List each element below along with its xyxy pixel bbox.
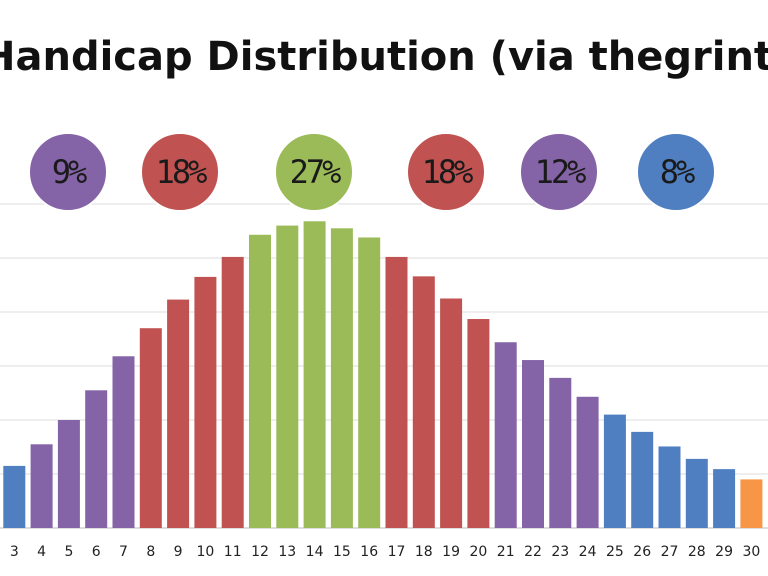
bar-25 <box>603 414 626 528</box>
bubble-label: 12% <box>535 153 587 191</box>
bar-5 <box>57 420 80 528</box>
x-tick-27: 27 <box>661 544 679 560</box>
x-tick-24: 24 <box>579 544 597 560</box>
bubble-6: 8% <box>636 132 716 212</box>
bar-13 <box>276 225 299 528</box>
bubble-circle <box>406 132 486 212</box>
x-tick-26: 26 <box>633 544 651 560</box>
bubble-circle <box>28 132 108 212</box>
bar-29 <box>713 469 736 528</box>
bar-15 <box>330 228 353 529</box>
bar-20 <box>467 319 490 528</box>
x-tick-9: 9 <box>174 544 183 560</box>
bar-10 <box>194 276 217 528</box>
bubble-label: 9% <box>52 153 87 191</box>
bar-3 <box>3 465 26 528</box>
x-tick-22: 22 <box>524 544 542 560</box>
x-tick-12: 12 <box>251 544 269 560</box>
x-tick-20: 20 <box>469 544 487 560</box>
x-tick-5: 5 <box>64 544 73 560</box>
bar-27 <box>658 446 681 528</box>
bubble-circle <box>519 132 599 212</box>
bar-7 <box>112 356 135 528</box>
bar-11 <box>221 256 244 528</box>
x-tick-29: 29 <box>715 544 733 560</box>
bar-12 <box>249 234 271 528</box>
bar-30 <box>740 479 763 528</box>
x-tick-8: 8 <box>146 544 155 560</box>
bar-23 <box>549 377 572 528</box>
bar-8 <box>139 328 162 528</box>
bar-21 <box>494 342 517 528</box>
x-tick-16: 16 <box>360 544 378 560</box>
percentage-bubbles: 9% 18% 27% 18% 12% 8% <box>28 132 716 212</box>
bubble-label: 18% <box>422 153 474 191</box>
x-tick-18: 18 <box>415 544 433 560</box>
bubble-5: 12% <box>519 132 599 212</box>
x-tick-3: 3 <box>10 544 19 560</box>
bar-17 <box>385 256 408 528</box>
bar-4 <box>30 444 53 528</box>
bubble-circle <box>140 132 220 212</box>
bar-28 <box>685 458 708 528</box>
bar-16 <box>358 237 381 529</box>
x-tick-14: 14 <box>306 544 324 560</box>
bubble-label: 18% <box>156 153 208 191</box>
bubble-2: 18% <box>140 132 220 212</box>
x-tick-23: 23 <box>551 544 569 560</box>
x-tick-25: 25 <box>606 544 624 560</box>
bar-24 <box>576 396 599 528</box>
chart-title: Handicap Distribution (via thegrint <box>0 34 768 80</box>
x-tick-11: 11 <box>224 544 242 560</box>
bars <box>3 221 763 529</box>
bubble-circle <box>274 132 354 212</box>
x-tick-17: 17 <box>388 544 406 560</box>
x-tick-7: 7 <box>119 544 128 560</box>
x-tick-6: 6 <box>92 544 101 560</box>
x-tick-15: 15 <box>333 544 351 560</box>
bubble-label: 27% <box>290 153 342 191</box>
bar-22 <box>522 360 544 528</box>
bubble-circle <box>636 132 716 212</box>
x-tick-10: 10 <box>196 544 214 560</box>
x-tick-21: 21 <box>497 544 515 560</box>
x-tick-13: 13 <box>278 544 296 560</box>
bar-18 <box>412 276 435 528</box>
bubble-1: 9% <box>28 132 108 212</box>
x-tick-19: 19 <box>442 544 460 560</box>
bar-14 <box>303 221 326 528</box>
bar-26 <box>631 431 654 528</box>
x-tick-labels: 2345678910111213141516171819202122232425… <box>10 544 760 560</box>
x-tick-4: 4 <box>37 544 46 560</box>
x-tick-28: 28 <box>688 544 706 560</box>
bubble-3: 27% <box>274 132 354 212</box>
bar-6 <box>85 390 108 528</box>
x-tick-30: 30 <box>742 544 760 560</box>
bubble-4: 18% <box>406 132 486 212</box>
bubble-label: 8% <box>660 153 695 191</box>
bar-9 <box>167 299 190 528</box>
bar-19 <box>440 298 463 528</box>
